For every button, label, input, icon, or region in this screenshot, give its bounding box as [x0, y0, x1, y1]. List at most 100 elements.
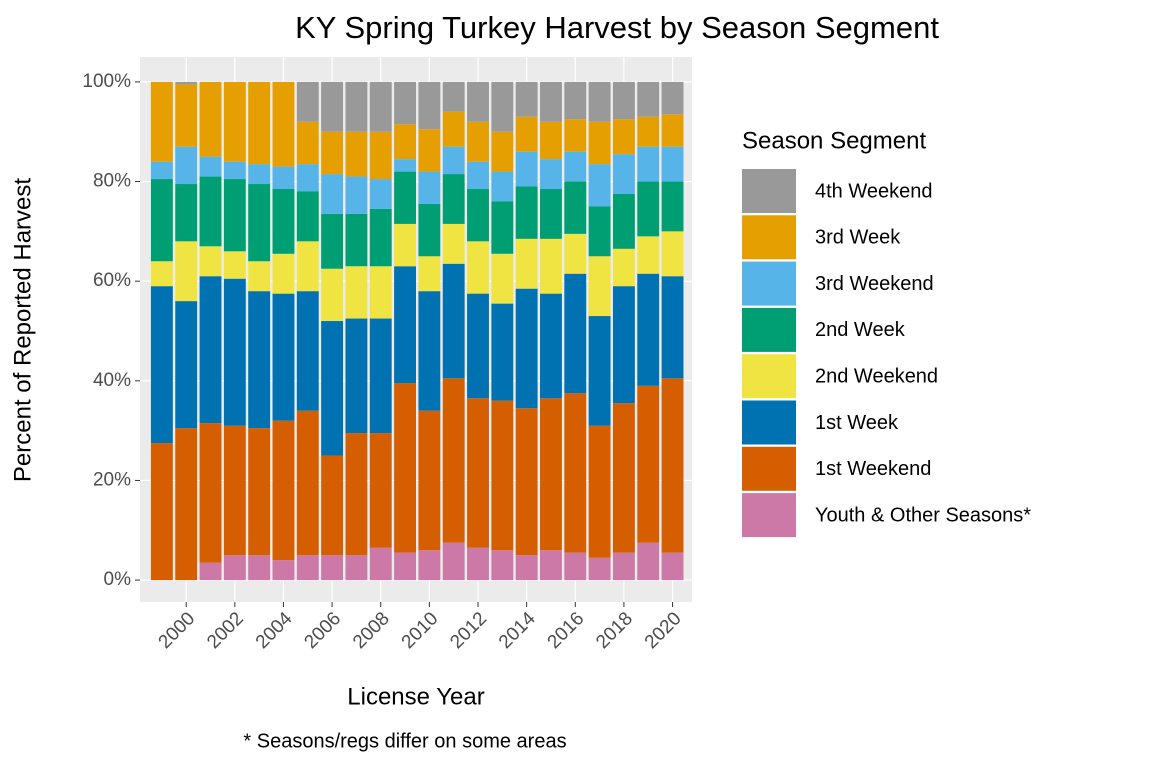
x-tick-label: 2002	[203, 608, 248, 653]
bar-segment	[369, 433, 392, 548]
bar-segment	[321, 455, 344, 556]
bar-segment	[150, 261, 173, 287]
bar-segment	[467, 121, 489, 162]
bar-segment	[637, 116, 660, 147]
bar-segment	[150, 81, 173, 162]
bar-segment	[418, 129, 441, 172]
bar-segment	[637, 273, 660, 386]
bar-segment	[515, 555, 538, 581]
bar-segment	[637, 385, 660, 543]
x-tick-label: 2006	[300, 608, 345, 653]
bar-segment	[272, 560, 295, 581]
y-tick-label: 60%	[93, 270, 131, 291]
bar-segment	[588, 316, 611, 426]
bar-segment	[321, 174, 344, 214]
bar-segment	[540, 121, 562, 160]
bar-segment	[491, 253, 514, 304]
bar-segment	[515, 408, 538, 556]
bar-segment	[418, 171, 441, 204]
bar-segment	[272, 166, 295, 190]
bar-segment	[612, 286, 635, 404]
bar-segment	[296, 291, 319, 411]
bar-segment	[515, 186, 538, 239]
bar-segment	[272, 81, 295, 167]
bar-segment	[442, 263, 465, 379]
x-axis-title: License Year	[347, 683, 484, 710]
bar-segment	[540, 550, 562, 581]
bar-segment	[564, 552, 587, 581]
bar-segment	[394, 266, 416, 384]
bar-segment	[564, 119, 587, 152]
bar-segment	[199, 246, 222, 277]
x-tick-label: 2020	[641, 608, 686, 653]
bar-segment	[588, 164, 611, 207]
bar-segment	[272, 253, 295, 294]
bar-segment	[564, 151, 587, 182]
bar-segment	[661, 552, 684, 581]
bar-segment	[296, 121, 319, 165]
bar-segment	[296, 81, 319, 122]
bar-segment	[588, 121, 611, 165]
bar-segment	[661, 146, 684, 182]
bar-segment	[540, 238, 562, 294]
bar-segment	[515, 81, 538, 117]
bar-segment	[394, 223, 416, 267]
bar-segment	[248, 291, 271, 429]
bar-segment	[540, 398, 562, 551]
bar-segment	[442, 542, 465, 581]
legend-label: 1st Weekend	[815, 458, 931, 480]
bar-segment	[150, 161, 173, 180]
bar-segment	[150, 179, 173, 262]
bar-segment	[637, 236, 660, 274]
bar-segment	[612, 193, 635, 249]
bar-segment	[442, 174, 465, 224]
bar-segment	[418, 256, 441, 292]
bar-segment	[296, 555, 319, 581]
y-tick-label: 20%	[93, 469, 131, 490]
bar-segment	[467, 241, 489, 294]
bar-segment	[321, 268, 344, 322]
bar-segment	[369, 208, 392, 267]
bar-segment	[491, 171, 514, 202]
bar-segment	[199, 276, 222, 424]
bar-segment	[637, 181, 660, 237]
chart-title: KY Spring Turkey Harvest by Season Segme…	[295, 10, 939, 45]
bar-segment	[418, 203, 441, 257]
x-tick-label: 2014	[495, 608, 540, 653]
bar-segment	[248, 261, 271, 292]
bar-segment	[661, 276, 684, 379]
bar-segment	[612, 552, 635, 581]
bar-segment	[223, 81, 246, 162]
bar-segment	[564, 233, 587, 274]
bar-segment	[199, 423, 222, 563]
legend-label: 3rd Weekend	[815, 273, 934, 295]
bar-segment	[248, 184, 271, 262]
bar-segment	[150, 443, 173, 581]
y-tick-label: 100%	[82, 71, 131, 92]
bar-segment	[321, 131, 344, 175]
bar-segment	[564, 393, 587, 553]
bar-segment	[369, 547, 392, 581]
bar-segment	[248, 428, 271, 556]
bar-segment	[223, 278, 246, 426]
bar-segment	[345, 131, 368, 177]
bar-segment	[369, 318, 392, 434]
bar-segment	[588, 81, 611, 122]
bar-segment	[394, 81, 416, 125]
legend-swatch	[742, 446, 796, 491]
bar-segment	[418, 81, 441, 130]
bar-segment	[345, 433, 368, 556]
bar-segment	[296, 410, 319, 556]
bar-segment	[394, 159, 416, 172]
bar-segment	[491, 303, 514, 401]
bar-segment	[661, 181, 684, 232]
bar-segment	[467, 398, 489, 548]
bar-segment	[199, 156, 222, 177]
bar-segment	[637, 81, 660, 117]
bar-segment	[637, 542, 660, 581]
bar-segment	[661, 378, 684, 553]
bar-segment	[175, 184, 198, 242]
bar-segment	[491, 400, 514, 551]
bar-segment	[369, 179, 392, 209]
bar-segment	[369, 131, 392, 180]
